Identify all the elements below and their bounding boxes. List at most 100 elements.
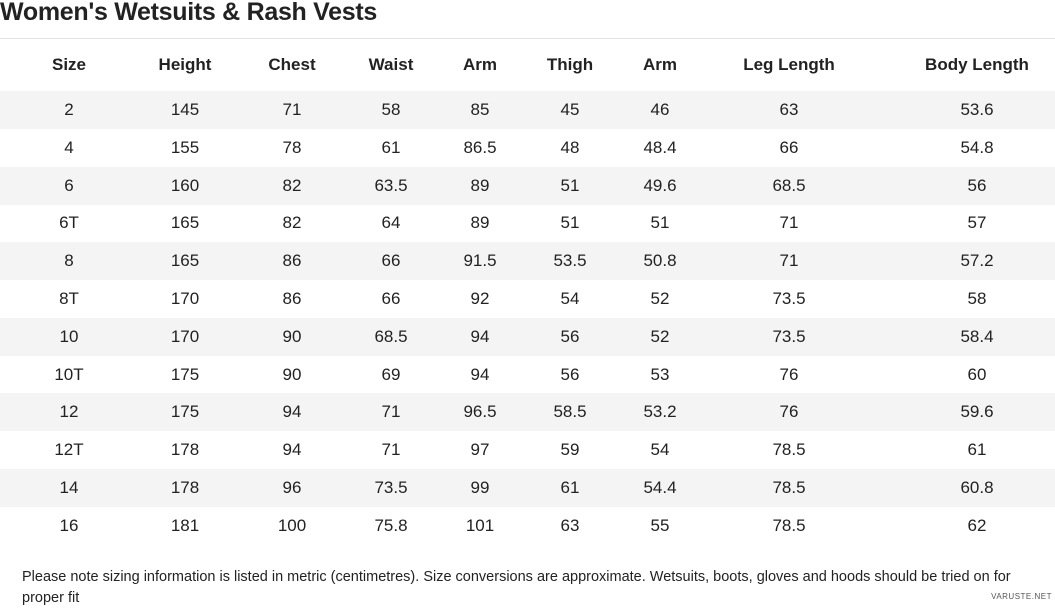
- table-cell: 100: [277, 515, 307, 535]
- table-cell: 49.6: [643, 175, 677, 195]
- column-header: Arm: [642, 55, 677, 74]
- table-cell: 90: [282, 326, 302, 346]
- table-cell: 61: [967, 440, 987, 460]
- row-band: [0, 393, 1055, 432]
- divider: [0, 38, 1055, 39]
- table-cell: 12: [59, 402, 79, 422]
- table-cell: 10: [59, 326, 79, 346]
- table-cell: 6T: [59, 213, 79, 233]
- row-band: [0, 91, 1055, 129]
- table-cell: 68.5: [772, 175, 806, 195]
- table-cell: 92: [470, 289, 490, 308]
- table-cell: 94: [470, 364, 490, 384]
- table-cell: 71: [282, 100, 302, 119]
- table-cell: 78.5: [772, 478, 806, 497]
- note: Please note sizing information is listed…: [22, 569, 1011, 606]
- table-cell: 58: [381, 100, 401, 119]
- table-cell: 82: [282, 213, 302, 233]
- table-cell: 58.5: [553, 402, 587, 422]
- table-cell: 64: [381, 213, 401, 233]
- table-cell: 61: [560, 478, 580, 497]
- table-cell: 86.5: [463, 137, 497, 157]
- table-cell: 55: [650, 515, 670, 535]
- table-cell: 71: [381, 440, 401, 460]
- table-cell: 63: [779, 100, 799, 119]
- table-cell: 73.5: [374, 478, 408, 497]
- table-cell: 63.5: [374, 175, 408, 195]
- table-cell: 85: [470, 100, 490, 119]
- table-cell: 145: [170, 100, 200, 119]
- table-cell: 97: [470, 440, 490, 460]
- row-band: [0, 469, 1055, 507]
- table-cell: 54: [560, 289, 580, 308]
- column-header: Height: [158, 55, 212, 74]
- table-cell: 59: [560, 440, 580, 460]
- table-cell: 101: [465, 515, 495, 535]
- table-cell: 82: [282, 175, 302, 195]
- table-cell: 62: [967, 515, 987, 535]
- table-cell: 45: [560, 100, 580, 119]
- table-cell: 14: [59, 478, 79, 497]
- table-cell: 2: [64, 100, 74, 119]
- table-cell: 16: [59, 515, 79, 535]
- row-band: [0, 242, 1055, 281]
- table-cell: 6: [64, 175, 74, 195]
- watermark: VARUSTE.NET: [991, 592, 1052, 601]
- table-cell: 53: [650, 364, 670, 384]
- table-cell: 69: [381, 364, 401, 384]
- table-cell: 78: [282, 137, 302, 157]
- table-cell: 51: [560, 175, 580, 195]
- table-cell: 63: [560, 515, 580, 535]
- table-cell: 54.4: [643, 478, 677, 497]
- column-header: Leg Length: [743, 55, 835, 74]
- table-cell: 78.5: [772, 440, 806, 460]
- table-cell: 57: [967, 213, 987, 233]
- table-cell: 160: [170, 175, 200, 195]
- column-header: Chest: [268, 55, 316, 74]
- table-cell: 99: [470, 478, 490, 497]
- table-cell: 54: [650, 440, 670, 460]
- table-cell: 181: [170, 515, 200, 535]
- table-cell: 76: [779, 402, 799, 422]
- table-cell: 4: [64, 137, 74, 157]
- table-cell: 58.4: [960, 326, 994, 346]
- table-cell: 78.5: [772, 515, 806, 535]
- table-cell: 89: [470, 213, 490, 233]
- column-header: Size: [51, 55, 87, 74]
- table-cell: 76: [779, 364, 799, 384]
- column-header: Arm: [462, 55, 497, 74]
- table-cell: 71: [779, 213, 799, 233]
- table-cell: 178: [170, 440, 200, 460]
- column-header: Body Length: [925, 55, 1029, 74]
- table-cell: 58: [967, 289, 987, 308]
- table-cell: 86: [282, 251, 302, 271]
- table-cell: 53.5: [553, 251, 587, 271]
- table-cell: 94: [282, 402, 302, 422]
- table-cell: 73.5: [772, 289, 806, 308]
- table-cell: 10T: [54, 364, 84, 384]
- table-cell: 178: [170, 478, 200, 497]
- table-cell: 94: [282, 440, 302, 460]
- column-header: Thigh: [546, 55, 594, 74]
- table-cell: 91.5: [463, 251, 497, 271]
- table-cell: 56: [560, 326, 580, 346]
- table-cell: 60: [967, 364, 987, 384]
- table-cell: 51: [560, 213, 580, 233]
- table-cell: 71: [779, 251, 799, 271]
- table-cell: 8: [64, 251, 74, 271]
- table-cell: 175: [170, 402, 200, 422]
- table-cell: 53.6: [960, 100, 994, 119]
- table-cell: 54.8: [960, 137, 994, 157]
- table-cell: 52: [650, 326, 670, 346]
- table-cell: 66: [779, 137, 799, 157]
- table-cell: 71: [381, 402, 401, 422]
- page-title: Women's Wetsuits & Rash Vests: [0, 0, 377, 26]
- table-cell: 89: [470, 175, 490, 195]
- table-cell: 170: [170, 326, 200, 346]
- table-cell: 48.4: [643, 137, 677, 157]
- table-cell: 51: [650, 213, 670, 233]
- table-cell: 12T: [54, 440, 84, 460]
- table-cell: 52: [650, 289, 670, 308]
- table-cell: 56: [967, 175, 987, 195]
